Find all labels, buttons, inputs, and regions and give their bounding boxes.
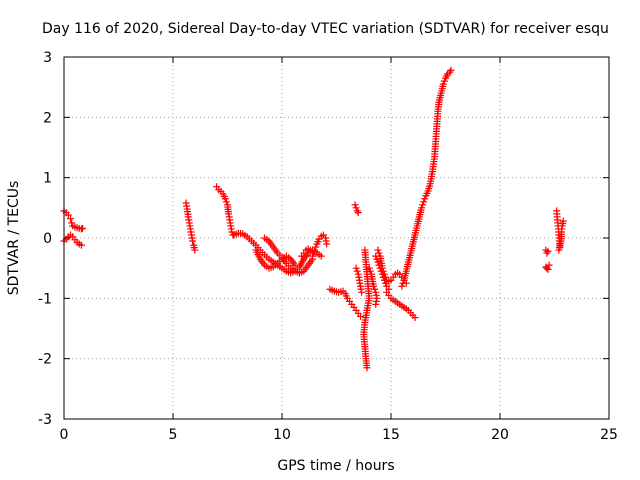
data-point bbox=[222, 198, 230, 206]
data-point bbox=[312, 243, 320, 251]
axis-ticks: 0 5 10 15 20 25 -3 -2 -1 0 1 2 3 bbox=[38, 50, 618, 443]
x-tick-label: 5 bbox=[169, 427, 178, 443]
data-point bbox=[544, 247, 552, 255]
data-point bbox=[440, 77, 448, 85]
data-point bbox=[317, 252, 325, 260]
y-tick-label: 3 bbox=[43, 50, 52, 66]
data-point bbox=[191, 246, 199, 254]
data-point bbox=[421, 195, 429, 203]
y-tick-label: 2 bbox=[43, 110, 52, 126]
y-tick-label: -1 bbox=[38, 291, 52, 307]
data-point bbox=[447, 66, 455, 74]
data-point bbox=[323, 240, 331, 248]
y-tick-label: 1 bbox=[43, 171, 52, 187]
data-point bbox=[545, 261, 553, 269]
x-tick-label: 15 bbox=[382, 427, 400, 443]
y-tick-label: -3 bbox=[38, 412, 52, 428]
data-point bbox=[398, 282, 406, 290]
data-point bbox=[411, 314, 419, 322]
data-point bbox=[559, 217, 567, 225]
data-points bbox=[60, 66, 567, 372]
data-point bbox=[77, 241, 85, 249]
data-point bbox=[356, 312, 364, 320]
data-point bbox=[371, 285, 379, 293]
x-tick-label: 0 bbox=[60, 427, 69, 443]
x-tick-label: 20 bbox=[491, 427, 509, 443]
data-point bbox=[354, 209, 362, 217]
plot-frame bbox=[63, 56, 610, 420]
x-tick-label: 25 bbox=[600, 427, 618, 443]
data-point bbox=[366, 267, 374, 275]
data-point bbox=[420, 198, 428, 206]
chart-title: Day 116 of 2020, Sidereal Day-to-day VTE… bbox=[42, 21, 609, 37]
data-point bbox=[353, 267, 361, 275]
data-point bbox=[365, 264, 373, 272]
data-point bbox=[419, 201, 427, 209]
data-point bbox=[373, 255, 381, 263]
y-tick-label: 0 bbox=[43, 231, 52, 247]
data-point bbox=[399, 279, 407, 287]
data-point bbox=[67, 215, 75, 223]
data-point bbox=[382, 273, 390, 281]
data-point bbox=[370, 282, 378, 290]
x-axis-label: GPS time / hours bbox=[277, 458, 394, 474]
y-axis-label: SDTVAR / TECUs bbox=[6, 181, 22, 296]
data-point bbox=[375, 249, 383, 257]
data-point bbox=[189, 237, 197, 245]
data-point bbox=[358, 288, 366, 296]
data-point bbox=[439, 80, 447, 88]
data-point bbox=[352, 264, 360, 272]
data-point bbox=[418, 204, 426, 212]
data-point bbox=[363, 364, 371, 372]
data-point bbox=[374, 246, 382, 254]
y-tick-label: -2 bbox=[38, 352, 52, 368]
data-point bbox=[372, 300, 380, 308]
data-point bbox=[378, 264, 386, 272]
data-point bbox=[68, 219, 76, 227]
data-point bbox=[352, 204, 360, 212]
data-point bbox=[351, 201, 359, 209]
data-point bbox=[64, 211, 72, 219]
data-point bbox=[544, 265, 552, 273]
data-point bbox=[221, 195, 229, 203]
grid bbox=[64, 57, 609, 419]
data-point bbox=[77, 225, 85, 233]
x-tick-label: 10 bbox=[273, 427, 291, 443]
data-point bbox=[309, 247, 317, 255]
data-point bbox=[379, 267, 387, 275]
data-point bbox=[291, 261, 299, 269]
data-point bbox=[374, 258, 382, 266]
data-point bbox=[380, 270, 388, 278]
data-point bbox=[79, 224, 87, 232]
